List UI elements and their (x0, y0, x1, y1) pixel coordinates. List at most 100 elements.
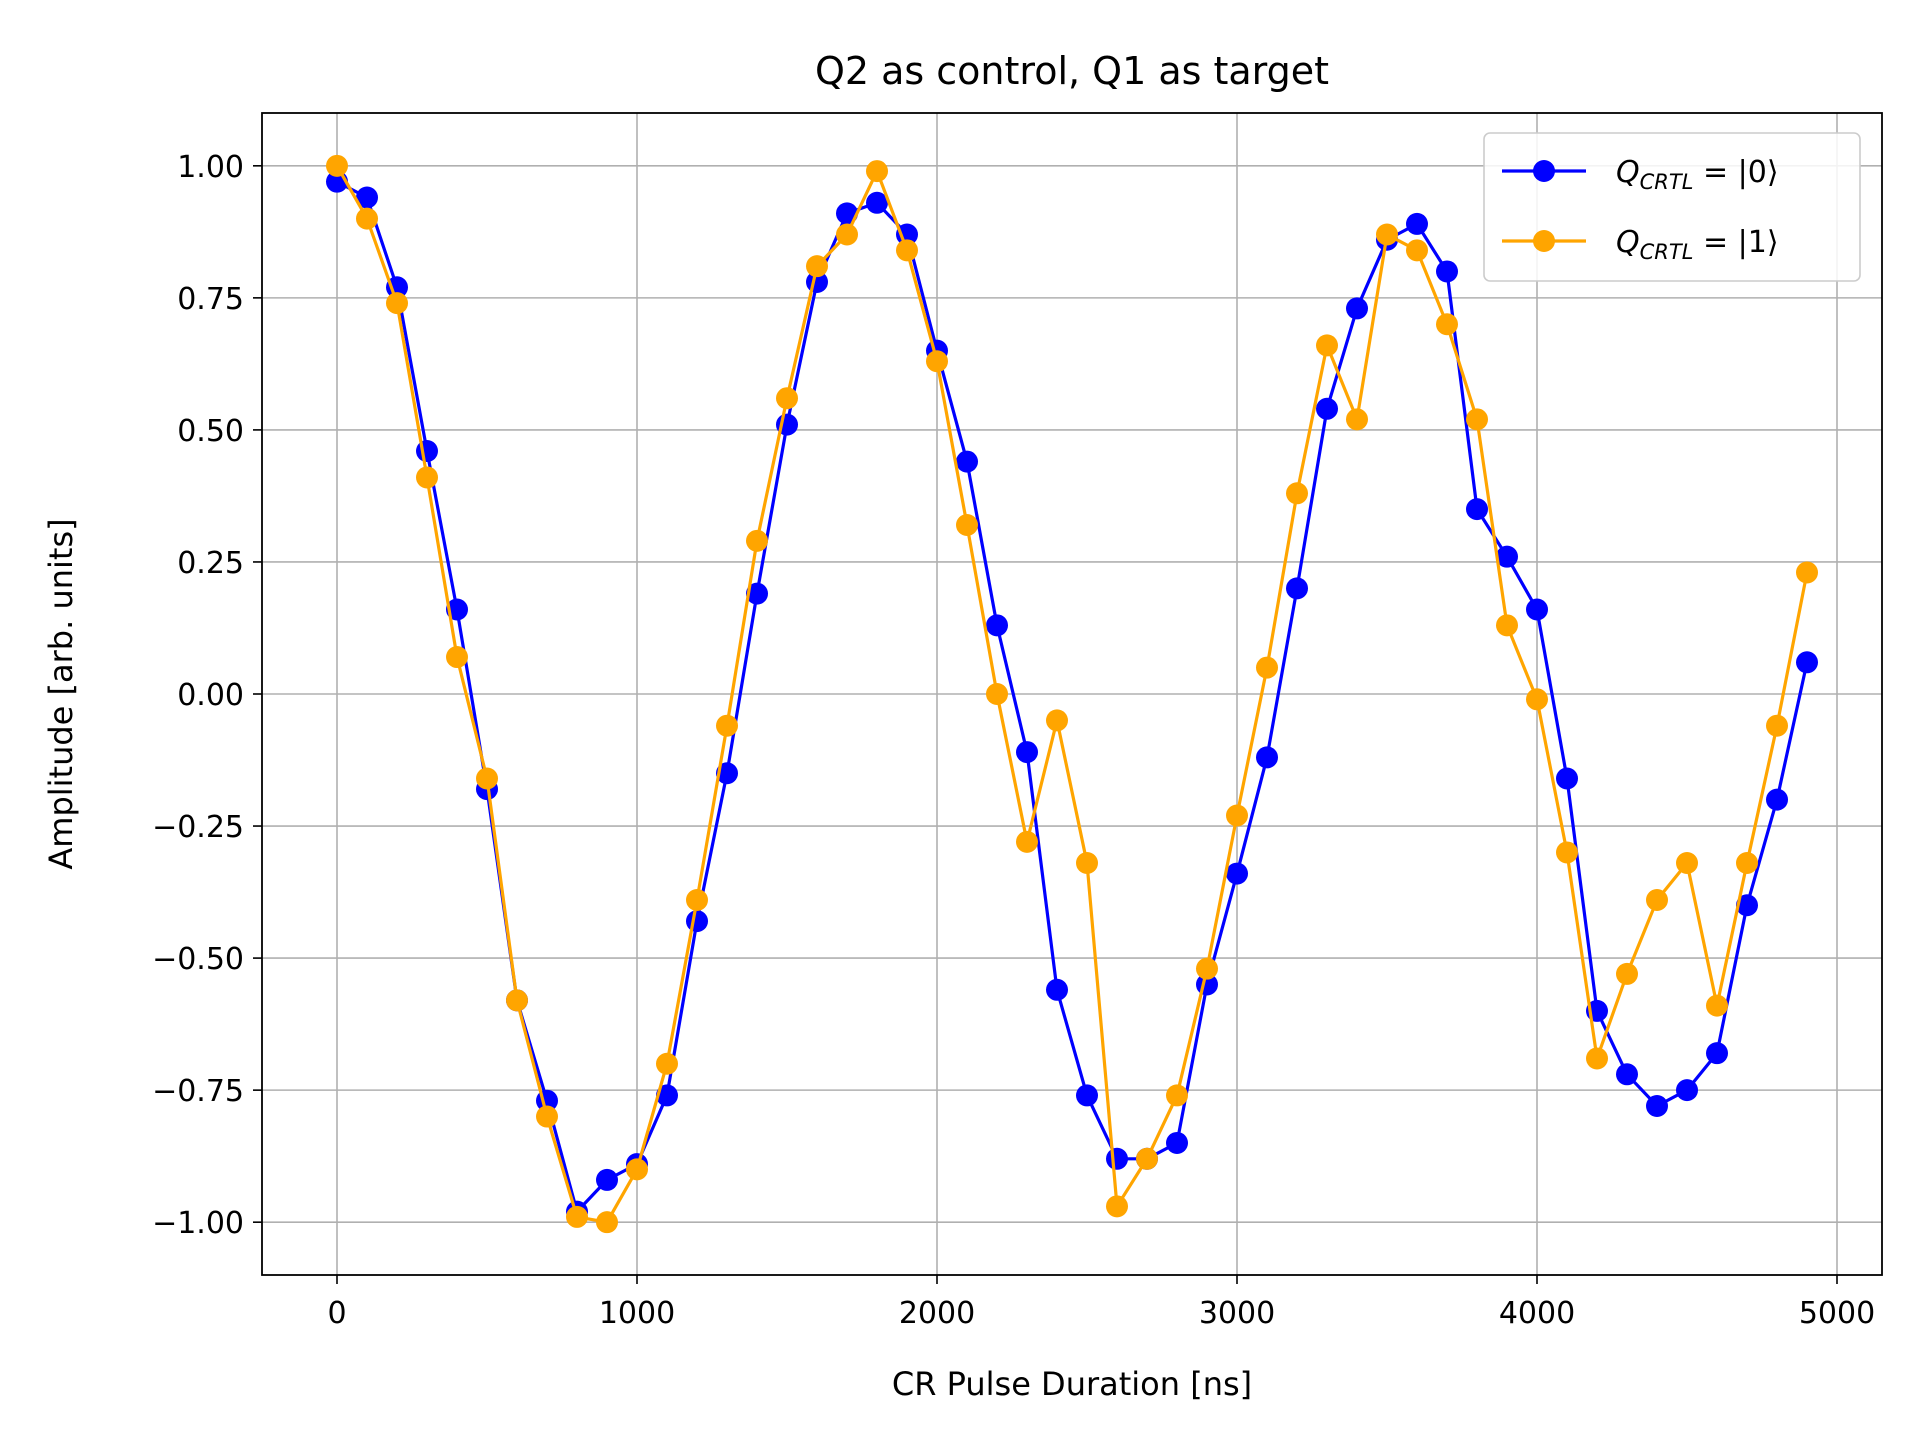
data-point (1016, 741, 1038, 764)
data-point (1436, 313, 1458, 336)
data-point (1616, 962, 1638, 985)
data-point (1796, 651, 1818, 674)
data-point (326, 154, 348, 177)
data-point (446, 646, 468, 669)
data-point (896, 239, 918, 262)
data-point (596, 1168, 618, 1191)
data-point (1676, 852, 1698, 875)
data-point (1466, 498, 1488, 521)
data-point (776, 387, 798, 410)
data-point (1196, 957, 1218, 980)
y-tick-label: 0.50 (177, 414, 244, 449)
data-point (1346, 297, 1368, 320)
data-point (1736, 852, 1758, 875)
data-point (566, 1205, 588, 1228)
data-point (1256, 746, 1278, 769)
data-point (656, 1052, 678, 1075)
y-tick-label: 0.25 (177, 546, 244, 581)
series-1 (326, 154, 1818, 1234)
data-point (1316, 334, 1338, 357)
data-point (1226, 804, 1248, 827)
data-point (1106, 1195, 1128, 1218)
x-tick-label: 0 (327, 1296, 346, 1331)
data-point (686, 910, 708, 933)
data-point (1466, 408, 1488, 431)
x-tick-label: 5000 (1799, 1296, 1875, 1331)
data-point (926, 350, 948, 373)
data-point (1736, 894, 1758, 917)
y-tick-label: −0.50 (152, 942, 244, 977)
legend-label: QCRTL = |1⟩ (1616, 225, 1779, 264)
y-tick-label: 1.00 (177, 150, 244, 185)
x-tick-label: 2000 (899, 1296, 975, 1331)
chart-title: Q2 as control, Q1 as target (815, 49, 1329, 93)
data-point (416, 466, 438, 489)
plot-series (326, 154, 1818, 1234)
y-tick-label: 0.00 (177, 678, 244, 713)
data-point (1706, 1042, 1728, 1065)
data-point (536, 1105, 558, 1128)
data-point (746, 582, 768, 605)
data-point (1616, 1063, 1638, 1086)
data-point (686, 888, 708, 911)
data-point (956, 450, 978, 473)
data-point (1556, 841, 1578, 864)
data-point (1166, 1131, 1188, 1154)
data-point (986, 683, 1008, 705)
data-point (656, 1084, 678, 1107)
data-point (836, 202, 858, 225)
data-point (1496, 614, 1518, 637)
data-point (1676, 1079, 1698, 1102)
data-point (986, 614, 1008, 637)
data-point (716, 714, 738, 737)
x-tick-label: 1000 (599, 1296, 675, 1331)
data-point (836, 223, 858, 246)
data-point (1076, 852, 1098, 875)
data-point (1406, 212, 1428, 235)
data-point (1046, 709, 1068, 732)
legend-marker (1533, 160, 1555, 182)
data-point (1376, 223, 1398, 246)
data-point (356, 207, 378, 230)
data-point (416, 440, 438, 463)
data-point (1016, 830, 1038, 853)
grid (262, 113, 1882, 1275)
data-point (506, 989, 528, 1012)
data-point (1256, 656, 1278, 679)
data-point (1706, 994, 1728, 1017)
data-point (1316, 397, 1338, 420)
data-point (1646, 888, 1668, 911)
data-point (386, 276, 408, 299)
data-point (716, 762, 738, 785)
data-point (1406, 239, 1428, 262)
data-point (1286, 482, 1308, 505)
data-point (476, 767, 498, 790)
data-point (1526, 688, 1548, 711)
data-point (386, 292, 408, 315)
y-tick-label: 0.75 (177, 282, 244, 317)
data-point (596, 1211, 618, 1234)
x-tick-label: 4000 (1499, 1296, 1575, 1331)
data-point (1286, 577, 1308, 600)
data-point (1646, 1094, 1668, 1117)
data-point (1226, 862, 1248, 885)
data-point (1136, 1147, 1158, 1170)
data-point (866, 160, 888, 183)
data-point (1526, 598, 1548, 621)
data-point (746, 529, 768, 552)
data-point (1586, 1047, 1608, 1070)
data-point (356, 186, 378, 209)
data-point (866, 191, 888, 214)
data-point (1766, 788, 1788, 811)
data-point (626, 1158, 648, 1181)
axis-ticks: 0 1000 2000 3000 4000 5000 1.00 0.75 0.50 0.25 0.0… (152, 150, 1875, 1331)
y-tick-label: −1.00 (152, 1206, 244, 1241)
y-tick-label: −0.25 (152, 810, 244, 845)
legend: QCRTL = |0⟩ QCRTL = |1⟩ (1483, 132, 1861, 282)
data-point (806, 255, 828, 278)
y-tick-label: −0.75 (152, 1074, 244, 1109)
data-point (1796, 561, 1818, 584)
data-point (1496, 545, 1518, 568)
legend-label: QCRTL = |0⟩ (1616, 155, 1779, 194)
